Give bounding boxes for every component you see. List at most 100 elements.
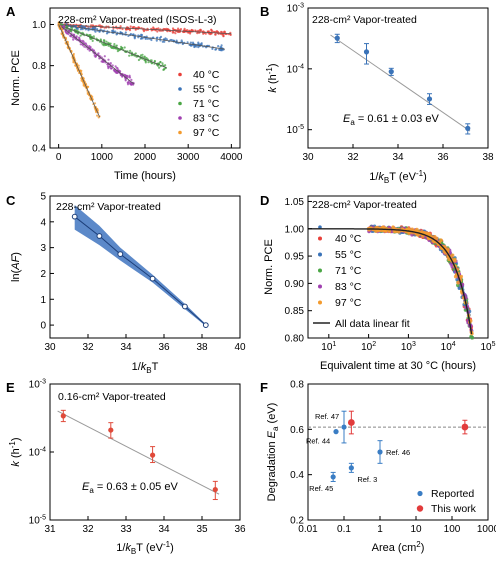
panel-a-point-4 — [81, 44, 84, 47]
panel-a-point-4 — [128, 76, 132, 79]
panel-d-legend-label: 83 °C — [335, 281, 362, 293]
panel-f-point-this-work — [347, 419, 355, 426]
panel-f-xtick-label: 1 — [377, 524, 383, 535]
panel-c-point — [117, 251, 124, 257]
panel-f-point-reported — [341, 424, 347, 430]
panel-e-axes: 31 32 33 34 35 36 10-5 10-4 10-3 — [29, 379, 246, 536]
panel-c-ytick-label: 0 — [40, 321, 46, 332]
panel-e-ytick-label: 10-3 — [29, 379, 46, 391]
panel-e-point — [108, 427, 114, 433]
panel-d-axes: 101 102 103 104 105 0.80 0.85 0.90 0.95 1.00 1.05 — [285, 197, 496, 353]
panel-a-point-2 — [155, 39, 158, 42]
panel-e-ytick-label: 10-5 — [29, 515, 46, 527]
panel-b-ylabel: k (h-1) — [265, 63, 279, 92]
panel-f-ref-label: Ref. 44 — [306, 437, 330, 446]
panel-d-legend-label: 40 °C — [335, 233, 362, 245]
panel-a-point-1 — [125, 28, 128, 31]
panel-a-point-2 — [218, 48, 221, 51]
panel-a-fit-5 — [58, 24, 101, 118]
panel-label-b: B — [260, 4, 269, 19]
panel-a-point-4 — [123, 73, 126, 76]
panel-a-point-1 — [194, 29, 197, 32]
panel-f-legend-marker — [417, 490, 423, 497]
panel-a-ytick-label: 0.6 — [32, 102, 46, 113]
panel-f-legend: Reported This work — [416, 488, 477, 515]
panel-a-point-3 — [145, 56, 148, 60]
panel-a-point-4 — [69, 34, 72, 38]
panel-a-point-3 — [156, 64, 160, 67]
panel-f-ylabel: Degradation Ea (eV) — [266, 403, 280, 502]
panel-a-legend-marker — [178, 87, 182, 91]
panel-b-xtick-label: 36 — [437, 152, 449, 163]
panel-a-point-5 — [72, 59, 75, 63]
panel-a-point-3 — [73, 28, 76, 31]
panel-d-xtick-label: 105 — [480, 341, 495, 353]
panel-d-ylabel: Norm. PCE — [263, 239, 275, 295]
panel-f-xtick-label: 0.1 — [337, 524, 351, 535]
panel-b-axes: 30 32 34 36 38 10-5 10-4 10-3 — [287, 3, 494, 164]
panel-a-point-1 — [177, 27, 180, 30]
panel-b-point — [465, 125, 471, 131]
panel-a-point-1 — [221, 33, 225, 36]
panel-a-point-2 — [200, 43, 203, 46]
panel-a-point-4 — [71, 36, 75, 39]
panel-a-legend: 40 °C 55 °C 71 °C 83 °C 97 °C — [178, 69, 220, 139]
panel-e-xlabel: 1/kBT (eV-1) — [116, 540, 174, 556]
panel-a-point-3 — [123, 46, 126, 49]
panel-d-ytick-label: 0.95 — [285, 252, 305, 263]
panel-a-legend-label: 40 °C — [193, 69, 220, 81]
panel-a-point-1 — [211, 30, 214, 33]
panel-d-ytick-label: 0.85 — [285, 306, 305, 317]
panel-d-frame — [307, 195, 489, 339]
panel-a-fit-2 — [58, 24, 225, 50]
panel-a-point-3 — [129, 49, 132, 53]
panel-f-xtick-label: 100 — [444, 524, 461, 535]
panel-a-point-4 — [110, 67, 113, 70]
panel-a-point-3 — [99, 38, 102, 41]
panel-c-xlabel: 1/kBT — [132, 361, 159, 375]
panel-c-xtick-label: 30 — [44, 342, 56, 353]
panel-a-point-4 — [86, 48, 89, 51]
panel-a-point-3 — [150, 62, 153, 65]
panel-a-point-2 — [161, 40, 164, 43]
panel-a-point-3 — [153, 59, 156, 63]
panel-a-data — [57, 21, 232, 119]
panel-c-point — [71, 213, 78, 220]
panel-c-xtick-label: 32 — [82, 342, 94, 353]
panel-a-legend-label: 83 °C — [193, 113, 220, 125]
panel-d-xtick-label: 104 — [441, 341, 456, 353]
panel-a-point-5 — [79, 69, 82, 72]
panel-a-point-4 — [111, 64, 114, 67]
panel-a-point-4 — [107, 58, 110, 61]
panel-a-point-3 — [147, 61, 150, 64]
panel-a-point-3 — [105, 40, 108, 43]
panel-b-data — [330, 33, 471, 135]
panel-d-point-5 — [415, 227, 419, 232]
panel-f-xtick-label: 0.01 — [298, 524, 318, 535]
panel-a-point-3 — [139, 54, 143, 57]
panel-a-point-3 — [163, 68, 166, 71]
panel-d-data — [308, 224, 475, 340]
panel-c-ytick-label: 4 — [40, 217, 46, 228]
panel-a-point-3 — [116, 50, 119, 53]
panel-a-point-2 — [189, 41, 192, 44]
panel-a-point-5 — [80, 79, 83, 82]
panel-a-point-1 — [222, 35, 225, 38]
panel-label-f: F — [260, 380, 268, 395]
panel-a-point-4 — [79, 43, 82, 46]
panel-a-point-4 — [115, 66, 118, 69]
panel-a-point-4 — [82, 40, 85, 43]
panel-d-point-5 — [439, 238, 443, 242]
panel-a-point-3 — [159, 60, 162, 64]
panel-a-point-2 — [181, 42, 184, 46]
panel-a-xtick-label: 1000 — [91, 152, 114, 163]
panel-a-point-4 — [98, 57, 101, 60]
panel-c-xtick-label: 38 — [196, 342, 208, 353]
panel-b-xtick-label: 34 — [392, 152, 404, 163]
panel-e-ylabel: k (h-1) — [8, 437, 22, 466]
panel-a-fit-1 — [58, 24, 232, 35]
panel-c-ytick-label: 5 — [40, 192, 46, 203]
panel-a-point-2 — [220, 44, 223, 47]
panel-b-ytick-label: 10-4 — [287, 63, 304, 75]
